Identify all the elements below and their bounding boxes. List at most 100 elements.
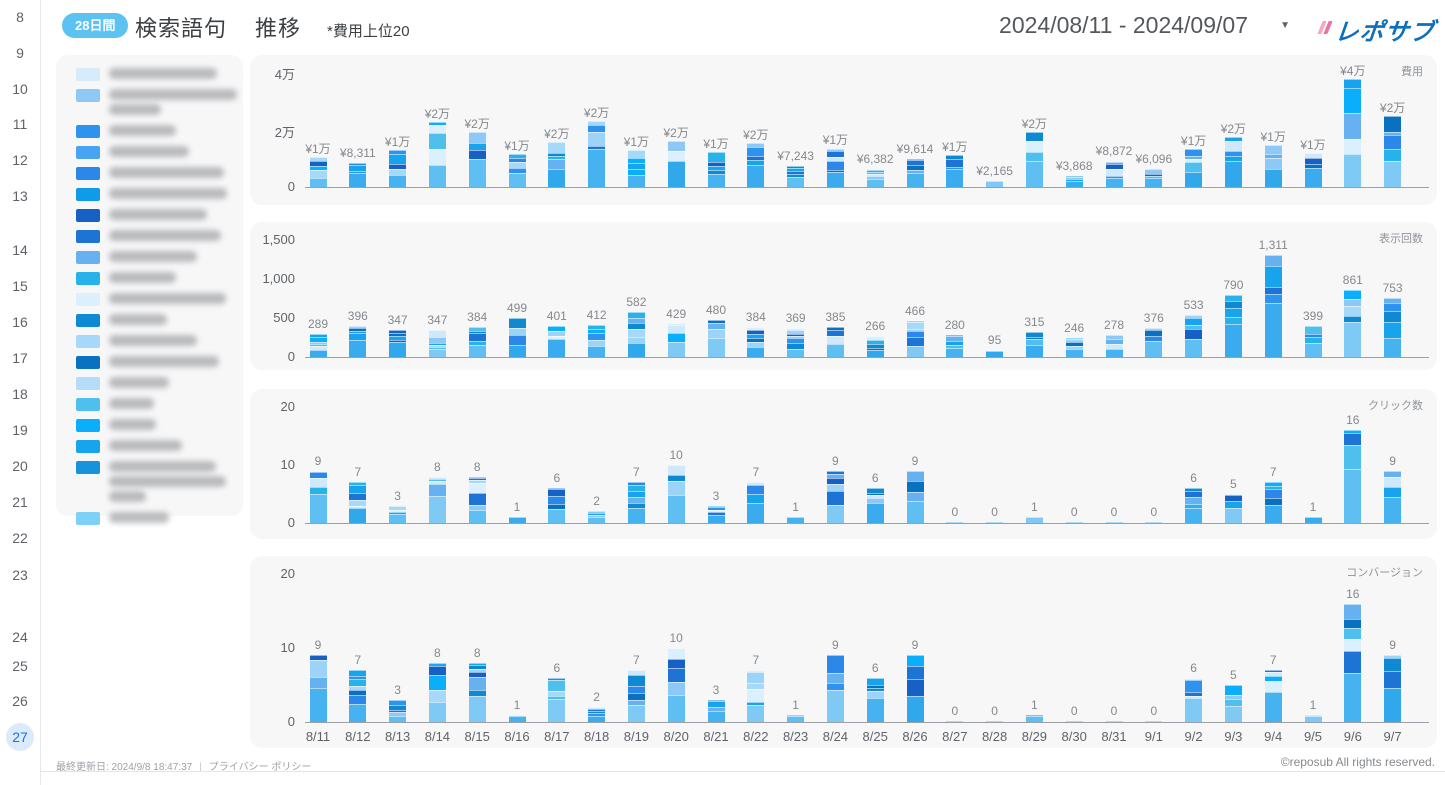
bar-segment <box>1224 507 1242 523</box>
page-nav-item-10[interactable]: 10 <box>12 81 28 97</box>
bar-value-label: 5 <box>1230 668 1237 682</box>
page-nav-item-9[interactable]: 9 <box>16 45 24 61</box>
bar-segment <box>1384 303 1402 311</box>
page-nav-item-17[interactable]: 17 <box>12 350 28 366</box>
bar-segment <box>667 659 685 669</box>
bar-segment <box>1145 169 1163 174</box>
stacked-bar-8/26 <box>906 320 924 357</box>
date-range-selector[interactable]: 2024/08/11 - 2024/09/07 <box>999 12 1248 38</box>
legend-label-redacted <box>109 125 176 140</box>
chevron-down-icon[interactable]: ▼ <box>1280 20 1290 31</box>
bar-segment <box>787 714 805 716</box>
bar-segment <box>1384 476 1402 487</box>
legend-item <box>76 335 243 350</box>
bar-segment <box>468 664 486 670</box>
page-nav-item-22[interactable]: 22 <box>12 530 28 546</box>
page-nav-item-8[interactable]: 8 <box>16 9 24 25</box>
bar-segment <box>1264 154 1282 158</box>
x-tick-label: 8/17 <box>544 729 570 744</box>
page-nav-item-20[interactable]: 20 <box>12 458 28 474</box>
legend-label-redacted <box>109 377 169 392</box>
page-nav-item-16[interactable]: 16 <box>12 314 28 330</box>
stacked-bar-8/13 <box>389 699 407 722</box>
bar-segment <box>826 343 844 357</box>
bar-segment <box>548 142 566 154</box>
bar-value-label: ¥6,382 <box>856 151 894 166</box>
legend-item <box>76 512 243 527</box>
page-nav-item-15[interactable]: 15 <box>12 278 28 294</box>
bar-segment <box>588 711 606 714</box>
page-nav-item-23[interactable]: 23 <box>12 567 28 583</box>
bar-segment <box>627 162 645 170</box>
page-nav-item-21[interactable]: 21 <box>12 494 28 510</box>
x-tick-label: 8/24 <box>822 729 849 744</box>
bar-segment <box>349 332 367 340</box>
bar-segment <box>866 684 884 689</box>
bar-segment <box>468 662 486 665</box>
page-nav-item-18[interactable]: 18 <box>12 386 28 402</box>
stacked-bar-8/27 <box>946 155 964 187</box>
legend-label-redacted <box>109 419 156 434</box>
legend-label-redacted <box>109 272 176 287</box>
stacked-bar-8/22 <box>747 327 765 357</box>
page-nav-item-25[interactable]: 25 <box>12 658 28 674</box>
bar-segment <box>627 337 645 343</box>
bar-segment <box>627 342 645 357</box>
bar-segment <box>1185 488 1203 491</box>
page-nav-item-14[interactable]: 14 <box>12 242 28 258</box>
page-nav-item-24[interactable]: 24 <box>12 629 28 645</box>
bar-segment <box>906 173 924 187</box>
bar-segment <box>468 483 486 494</box>
legend-swatch-icon <box>76 512 100 525</box>
bar-segment <box>588 346 606 357</box>
bar-segment <box>1344 154 1362 187</box>
page-nav-item-26[interactable]: 26 <box>12 693 28 709</box>
bar-segment <box>826 473 844 479</box>
stacked-bar-8/15 <box>468 476 486 523</box>
bar-segment <box>1264 672 1282 676</box>
stacked-bar-8/21 <box>707 699 725 722</box>
bar-segment <box>548 330 566 337</box>
legend-label-redacted <box>109 440 182 455</box>
bar-value-label: ¥1万 <box>305 141 331 156</box>
page-nav-item-27[interactable]: 27 <box>0 723 40 751</box>
bar-segment <box>1224 495 1242 502</box>
bar-value-label: 3 <box>394 682 401 697</box>
bar-segment <box>1384 497 1402 523</box>
bar-value-label: 401 <box>546 308 567 323</box>
bar-segment <box>1105 335 1123 340</box>
bar-segment <box>1224 685 1242 695</box>
page-nav-item-13[interactable]: 13 <box>12 188 28 204</box>
bar-segment <box>349 484 367 494</box>
bar-value-label: 6 <box>871 660 879 675</box>
bar-segment <box>1145 327 1163 331</box>
stacked-bar-8/23 <box>787 517 805 523</box>
page-nav-item-19[interactable]: 19 <box>12 422 28 438</box>
bar-segment <box>787 342 805 349</box>
bar-segment <box>349 690 367 695</box>
bar-value-label: 7 <box>752 465 760 480</box>
bar-segment <box>747 688 765 703</box>
page-nav-item-12[interactable]: 12 <box>12 152 28 168</box>
bar-segment <box>389 699 407 705</box>
bar-segment <box>826 160 844 170</box>
bar-segment <box>508 318 526 328</box>
bar-segment <box>349 173 367 187</box>
bar-segment <box>1384 470 1402 477</box>
x-tick-label: 8/18 <box>583 729 610 744</box>
page-nav-item-11[interactable]: 11 <box>12 116 28 132</box>
stacked-bar-8/24 <box>826 655 844 722</box>
bar-segment <box>588 707 606 710</box>
bar-segment <box>349 686 367 691</box>
bar-segment <box>588 149 606 187</box>
privacy-policy-link[interactable]: プライバシー ポリシー <box>208 762 312 773</box>
stacked-bar-8/16 <box>508 318 526 357</box>
bar-segment <box>866 168 884 170</box>
stacked-bar-9/4 <box>1264 670 1282 722</box>
redacted-text-line <box>109 209 207 220</box>
stacked-bar-9/2 <box>1185 149 1203 187</box>
stacked-bar-9/5 <box>1304 517 1322 523</box>
x-tick-label: 9/7 <box>1383 729 1402 744</box>
bar-segment <box>1344 316 1362 322</box>
bar-segment <box>309 470 327 473</box>
